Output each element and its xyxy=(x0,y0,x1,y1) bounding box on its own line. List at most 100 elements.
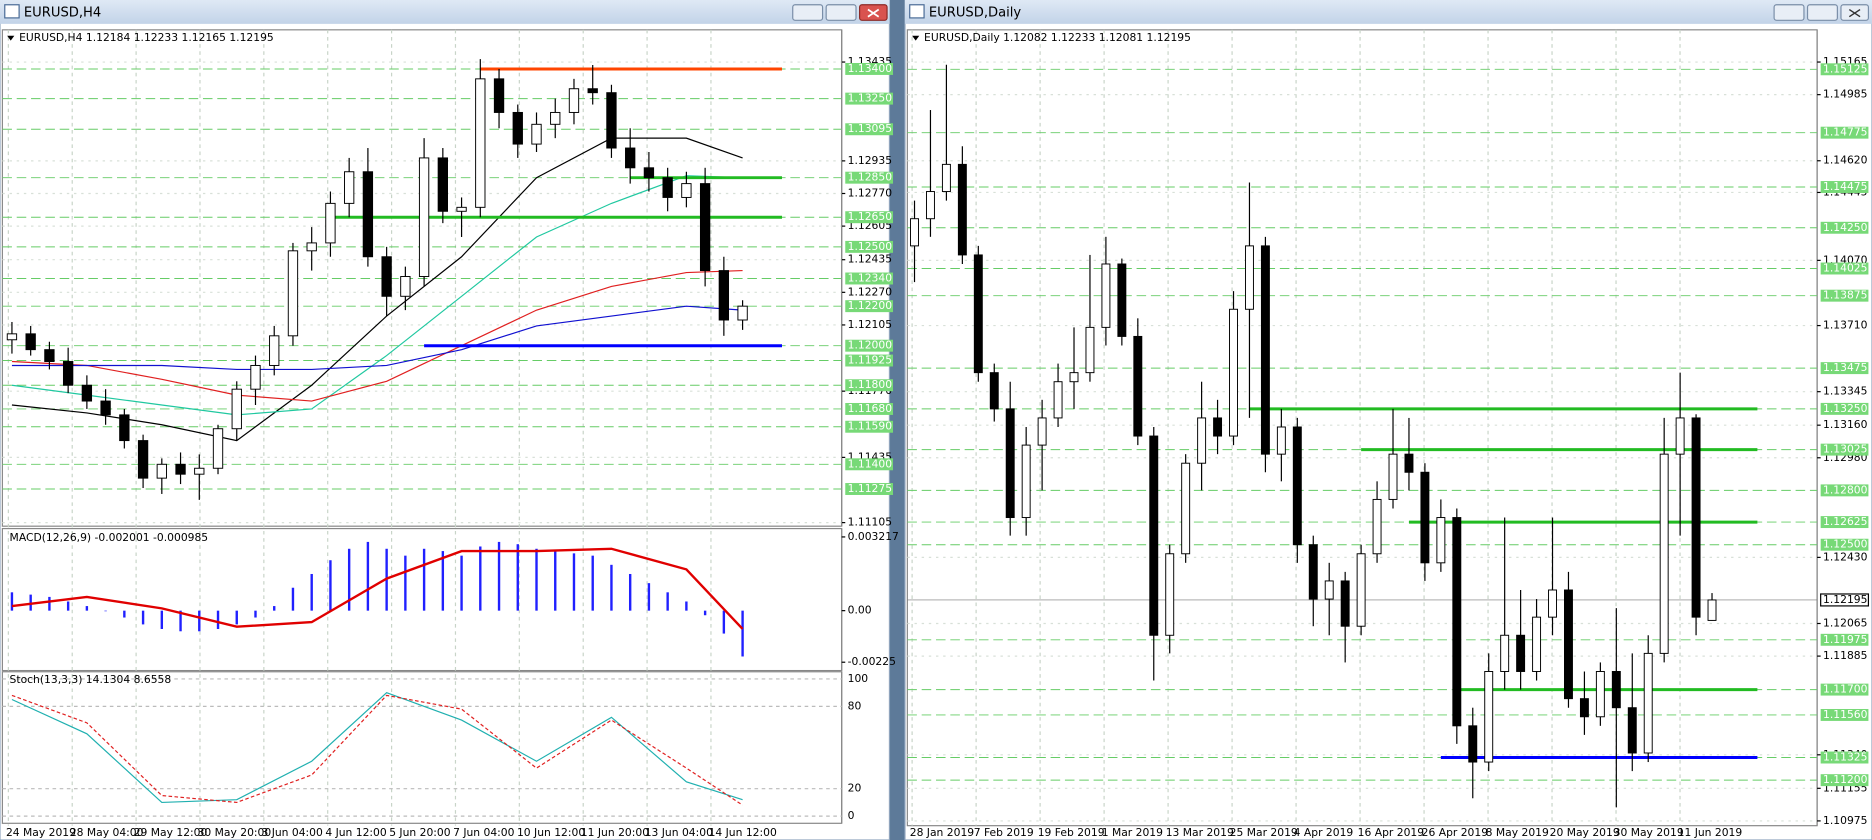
candle xyxy=(400,266,411,311)
candle xyxy=(1308,535,1318,627)
candle xyxy=(737,300,748,330)
candle-body xyxy=(1085,326,1095,374)
macd-bar xyxy=(647,583,651,611)
close-icon xyxy=(867,8,880,18)
level-label: 1.14775 xyxy=(1823,126,1867,139)
candle-body xyxy=(1404,453,1414,473)
candle-body xyxy=(1372,498,1382,555)
y-tick-label: 1.13345 xyxy=(1823,385,1867,398)
candle-body xyxy=(1595,671,1605,718)
candle xyxy=(973,245,983,382)
candle xyxy=(1292,417,1302,563)
candle-body xyxy=(568,88,580,113)
macd-bar xyxy=(160,610,164,629)
macd-bar xyxy=(66,601,70,611)
level-label-box xyxy=(1820,683,1869,696)
candle xyxy=(699,167,711,287)
candle-body xyxy=(362,171,374,258)
candle xyxy=(1548,517,1557,636)
candle-body xyxy=(1420,471,1430,564)
level-label-box xyxy=(845,379,894,392)
candle-body xyxy=(1021,444,1031,519)
candle-body xyxy=(1260,245,1270,455)
level-label-box xyxy=(1820,262,1869,275)
candle-body xyxy=(1468,725,1478,763)
y-tick-label: 1.12270 xyxy=(848,285,893,298)
candle-body xyxy=(62,361,74,386)
candle xyxy=(718,256,730,336)
maximize-button[interactable] xyxy=(825,4,857,21)
y-tick-label: 1.12430 xyxy=(1823,550,1868,563)
macd-bar xyxy=(479,546,482,611)
candle-body xyxy=(925,191,935,220)
candle xyxy=(250,355,261,406)
x-tick-label: 8 May 2019 xyxy=(1486,826,1549,839)
candle xyxy=(1564,571,1573,708)
level-label: 1.11325 xyxy=(1823,751,1867,764)
x-tick-label: 26 Apr 2019 xyxy=(1422,826,1489,839)
candle-body xyxy=(6,333,18,341)
candle-body xyxy=(1436,517,1446,564)
candle-body xyxy=(1516,634,1526,672)
macd-bar xyxy=(422,548,426,611)
candle-body xyxy=(1643,652,1653,754)
level-label-box xyxy=(845,402,894,415)
level-label-box xyxy=(1820,484,1869,497)
candle xyxy=(512,104,523,158)
candle-body xyxy=(737,305,748,321)
candle xyxy=(287,242,299,346)
window-title: EURUSD,Daily xyxy=(929,6,1022,21)
candle-body xyxy=(1564,589,1573,700)
level-label: 1.13250 xyxy=(848,92,893,105)
macd-bar xyxy=(722,610,726,634)
macd-bar xyxy=(85,606,89,611)
candle xyxy=(1021,426,1031,536)
level-label-box xyxy=(845,458,894,471)
candle-body xyxy=(81,384,93,402)
maximize-button[interactable] xyxy=(1806,4,1838,21)
candle-body xyxy=(1292,426,1302,546)
window-icon xyxy=(909,4,925,19)
level-label: 1.11590 xyxy=(848,420,893,433)
minimize-button[interactable] xyxy=(792,4,824,21)
candle-body xyxy=(306,242,317,252)
candle-body xyxy=(1244,245,1254,310)
window-h4: EURUSD,H4 xyxy=(0,0,891,840)
level-label-box xyxy=(1820,443,1869,456)
candle-body xyxy=(1611,671,1621,709)
macd-bar xyxy=(198,610,201,632)
level-label: 1.11560 xyxy=(1823,708,1868,721)
candle xyxy=(1388,408,1398,509)
x-tick-label: 24 May 2019 xyxy=(6,826,76,839)
level-label: 1.15125 xyxy=(1823,62,1867,75)
y-tick-label: -0.00225 xyxy=(848,655,896,668)
window-frame xyxy=(904,0,1872,840)
x-tick-label: 30 May 20:00 xyxy=(198,826,272,839)
candle xyxy=(1627,653,1637,772)
candle xyxy=(1085,254,1095,382)
candle-body xyxy=(156,463,167,479)
x-tick-label: 29 May 12:00 xyxy=(134,826,208,839)
level-label-box xyxy=(1820,221,1869,234)
candle-body xyxy=(989,372,999,410)
macd-bar xyxy=(741,610,744,657)
x-tick-label: 1 Mar 2019 xyxy=(1102,826,1163,839)
candle-body xyxy=(941,163,951,193)
candle xyxy=(1643,635,1653,763)
candle xyxy=(1484,653,1494,772)
candle-body xyxy=(269,335,280,366)
candle-body xyxy=(1356,553,1366,627)
candle xyxy=(1276,408,1286,482)
candle xyxy=(1516,589,1526,690)
y-tick-label: 1.14985 xyxy=(1823,88,1867,101)
level-label: 1.13475 xyxy=(1823,361,1867,374)
minimize-button[interactable] xyxy=(1773,4,1805,21)
candle xyxy=(662,167,673,212)
level-label-box xyxy=(845,62,894,75)
candle-body xyxy=(1069,372,1079,383)
macd-bar xyxy=(104,610,107,612)
macd-bar xyxy=(179,610,182,632)
